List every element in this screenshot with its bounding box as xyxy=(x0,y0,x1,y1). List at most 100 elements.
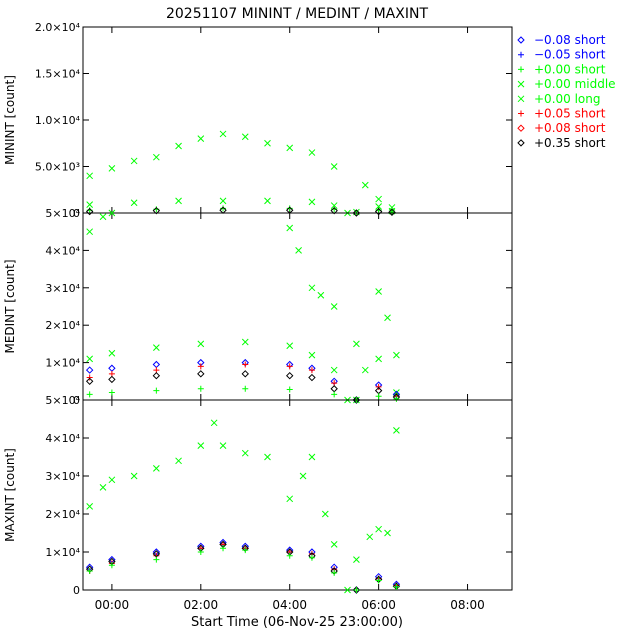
y-tick-label: 5×10⁴ xyxy=(45,207,80,220)
series--0-00-short xyxy=(86,545,400,593)
data-point xyxy=(375,203,382,210)
data-point xyxy=(375,355,382,363)
data-point xyxy=(108,349,116,357)
panel-1: 0 5.0×10³ 1.0×10⁴ 1.5×10⁴ 2.0×10⁴ MININT [cou… xyxy=(3,21,513,220)
data-point xyxy=(175,457,182,465)
data-point xyxy=(308,284,316,292)
data-point xyxy=(353,340,360,348)
data-point xyxy=(388,209,395,216)
data-point xyxy=(86,355,94,363)
y-tick-label: 1.5×10⁴ xyxy=(35,68,81,81)
data-point xyxy=(286,386,293,393)
y-tick-label: 5×10⁴ xyxy=(45,394,80,407)
legend-label: +0.08 short xyxy=(534,121,606,135)
legend-label: +0.35 short xyxy=(534,136,606,150)
legend-marker xyxy=(517,124,525,132)
y-axis-label: MEDINT [count] xyxy=(3,259,17,353)
data-point xyxy=(375,525,382,533)
data-point xyxy=(393,389,400,396)
data-point xyxy=(197,442,205,449)
data-point xyxy=(86,568,93,574)
data-point xyxy=(86,374,93,381)
series--0-00-long xyxy=(86,419,400,594)
legend-marker xyxy=(518,51,524,58)
panel-frame xyxy=(82,399,513,591)
data-point xyxy=(330,202,338,209)
data-point xyxy=(108,562,115,569)
data-point xyxy=(241,449,249,457)
y-tick-label: 4×10⁴ xyxy=(45,432,80,445)
data-point xyxy=(219,197,227,205)
x-axis-label: Start Time (06-Nov-25 23:00:00) xyxy=(191,615,403,630)
data-point xyxy=(197,385,204,392)
y-tick-label: 1.0×10⁴ xyxy=(35,114,81,127)
data-point xyxy=(153,387,160,394)
data-point xyxy=(175,142,182,150)
data-point xyxy=(286,552,293,559)
y-tick-label: 1×10⁴ xyxy=(45,357,80,370)
data-point xyxy=(86,201,94,208)
data-point xyxy=(295,247,302,254)
data-point xyxy=(366,533,374,541)
series--0-00-long xyxy=(86,130,396,217)
data-point xyxy=(286,224,294,232)
data-point xyxy=(108,476,116,484)
data-point xyxy=(152,206,161,215)
data-point xyxy=(393,395,400,402)
data-point xyxy=(331,569,338,576)
legend-marker xyxy=(517,36,525,44)
data-point xyxy=(286,495,294,503)
data-point xyxy=(130,472,138,480)
data-point xyxy=(393,351,400,359)
data-point xyxy=(344,586,351,594)
data-point xyxy=(242,385,249,392)
y-tick-label: 0 xyxy=(73,207,80,220)
legend: −0.08 short−0.05 short+0.00 short+0.00 m… xyxy=(517,33,616,150)
y-tick-label: 3×10⁴ xyxy=(45,470,80,483)
data-point xyxy=(361,366,369,374)
data-point xyxy=(317,291,325,299)
data-point xyxy=(264,197,271,205)
data-point xyxy=(330,541,338,548)
data-point xyxy=(85,377,94,386)
data-point xyxy=(330,366,338,374)
data-point xyxy=(197,135,205,142)
y-tick-label: 5.0×10³ xyxy=(35,161,80,174)
data-point xyxy=(375,288,382,295)
legend-label: −0.05 short xyxy=(534,48,606,62)
data-point xyxy=(375,383,382,390)
data-point xyxy=(308,149,316,156)
data-point xyxy=(210,419,218,427)
data-point xyxy=(308,367,315,374)
legend-label: +0.05 short xyxy=(534,107,606,121)
data-point xyxy=(393,427,400,434)
legend-marker xyxy=(518,110,524,117)
panel-2: 0 1×10⁴ 2×10⁴ 3×10⁴ 4×10⁴ 5×10⁴ MEDINT [count] xyxy=(3,207,513,407)
y-axis-label: MAXINT [count] xyxy=(3,448,17,542)
data-point xyxy=(241,338,249,346)
data-point xyxy=(299,472,307,480)
data-point xyxy=(352,209,361,217)
data-point xyxy=(152,153,160,161)
data-point xyxy=(130,199,138,207)
y-tick-label: 3×10⁴ xyxy=(45,282,80,295)
data-point xyxy=(308,554,315,561)
legend-marker xyxy=(517,80,525,88)
data-point xyxy=(393,583,400,590)
data-point xyxy=(241,133,249,141)
data-point xyxy=(353,556,360,563)
legend-marker xyxy=(518,66,524,73)
data-point xyxy=(375,577,382,584)
data-point xyxy=(242,547,249,554)
y-tick-label: 1×10⁴ xyxy=(45,546,80,559)
data-point xyxy=(108,209,116,217)
legend-label: +0.00 middle xyxy=(534,77,616,91)
data-point xyxy=(241,370,249,378)
data-point xyxy=(152,371,161,380)
data-point xyxy=(308,373,316,382)
data-point xyxy=(375,195,382,203)
data-point xyxy=(197,363,204,370)
legend-label: −0.08 short xyxy=(534,33,606,47)
data-point xyxy=(286,205,293,212)
